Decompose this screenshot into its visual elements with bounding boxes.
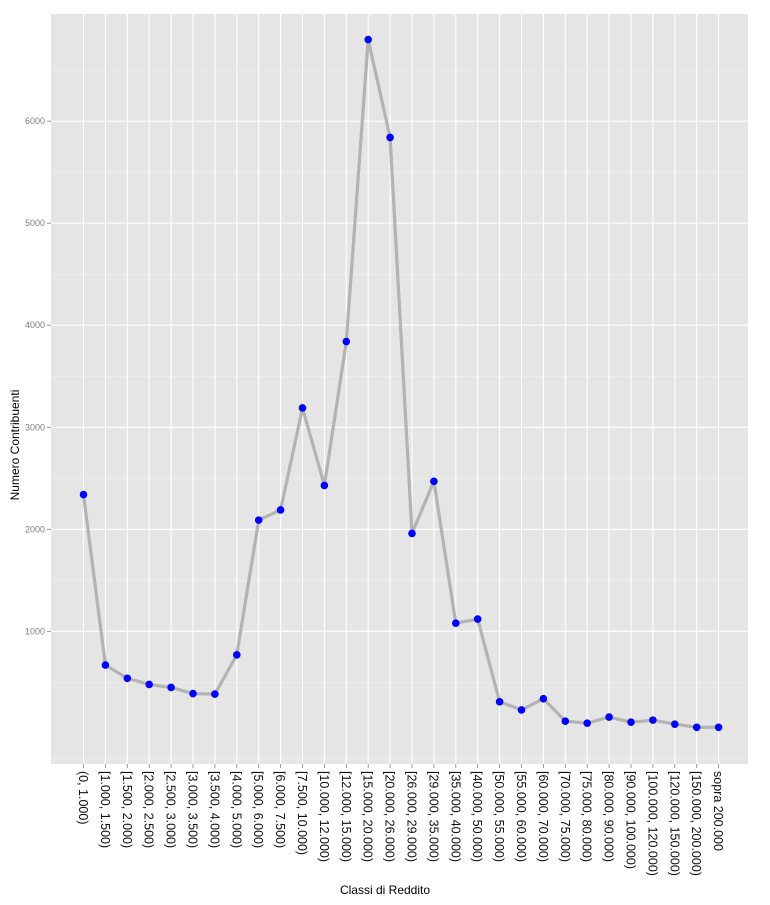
y-tick-label: 2000 [25,524,45,534]
data-point [342,337,351,346]
series [79,35,723,732]
x-tick-label: [2.000, 2.500) [142,771,156,848]
data-point [167,683,175,692]
x-tick-label: [70.000, 75.000) [558,771,572,862]
plot-panel [51,14,748,764]
data-point [539,694,548,703]
x-tick-label: [90.000, 100.000) [624,771,638,869]
data-point [649,716,657,724]
x-tick-label: [12.000, 15.000) [339,771,353,862]
data-point [671,720,679,729]
x-tick-label: [6.000, 7.500) [273,771,287,848]
minor-gridlines [51,69,748,760]
data-point [123,674,132,683]
x-tick-label: [120.000, 150.000) [667,771,681,876]
x-tick-label: [50.000, 55.000) [492,771,506,862]
x-tick-label: [3.500, 4.000) [207,771,221,848]
x-tick-label: [80.000, 90.000) [602,771,616,862]
data-point [452,619,460,627]
x-tick-label: [40.000, 50.000) [470,771,484,862]
y-tick-label: 3000 [25,422,45,432]
x-tick-label: [75.000, 80.000) [580,771,594,862]
data-point [692,723,701,732]
x-tick-label: [3.000, 3.500) [186,771,200,848]
x-tick-label: [10.000, 12.000) [317,771,331,862]
data-point [276,506,285,514]
data-point [714,723,723,732]
data-point [583,719,591,727]
x-axis-ticks: (0, 1.000) [1.000, 1.500) [1.500, 2.000) [2… [76,764,725,876]
y-tick-label: 6000 [25,116,45,126]
data-point [495,697,504,706]
x-tick-label: sopra 200.000 [711,771,725,851]
data-point [211,690,219,698]
y-tick-label: 4000 [25,320,45,330]
x-tick-label: [7.500, 10.000) [295,771,309,855]
x-tick-label: [26.000, 29.000) [405,771,419,862]
x-tick-label: [150.000, 200.000) [689,771,703,876]
x-tick-label: [35.000, 40.000) [448,771,462,862]
y-tick-label: 5000 [25,218,45,228]
y-tick-label: 1000 [25,626,45,636]
x-tick-label: [1.500, 2.000) [120,771,134,848]
data-point [517,706,526,714]
data-point [364,35,373,44]
x-tick-label: (0, 1.000) [76,771,90,825]
data-point [473,615,482,623]
data-point [254,516,263,524]
data-point [145,680,153,689]
data-point [101,661,110,669]
data-point [430,477,438,486]
major-gridlines [51,14,748,764]
data-point [627,718,635,726]
x-tick-label: [4.000, 5.000) [229,771,243,848]
x-tick-label: [100.000, 120.000) [645,771,659,876]
y-axis-ticks: 1000 2000 3000 4000 5000 6000 [25,116,51,636]
data-point [605,713,613,721]
x-tick-label: [5.000, 6.000) [251,771,265,848]
x-tick-label: [20.000, 26.000) [383,771,397,862]
data-point [189,689,197,698]
x-axis-title: Classi di Reddito [340,883,430,897]
x-tick-label: [15.000, 20.000) [361,771,375,862]
y-axis-title: Numero Contribuenti [8,390,22,501]
data-point [320,481,329,490]
x-tick-label: [60.000, 70.000) [536,771,550,862]
data-point [408,529,416,538]
x-tick-label: [29.000, 35.000) [426,771,440,862]
x-tick-label: [1.000, 1.500) [98,771,112,848]
data-point [298,404,307,412]
data-point [561,717,570,725]
x-tick-label: [2.500, 3.000) [164,771,178,848]
data-point [386,133,394,142]
data-point [79,490,88,499]
x-tick-label: [55.000, 60.000) [514,771,528,862]
data-point [233,651,241,659]
